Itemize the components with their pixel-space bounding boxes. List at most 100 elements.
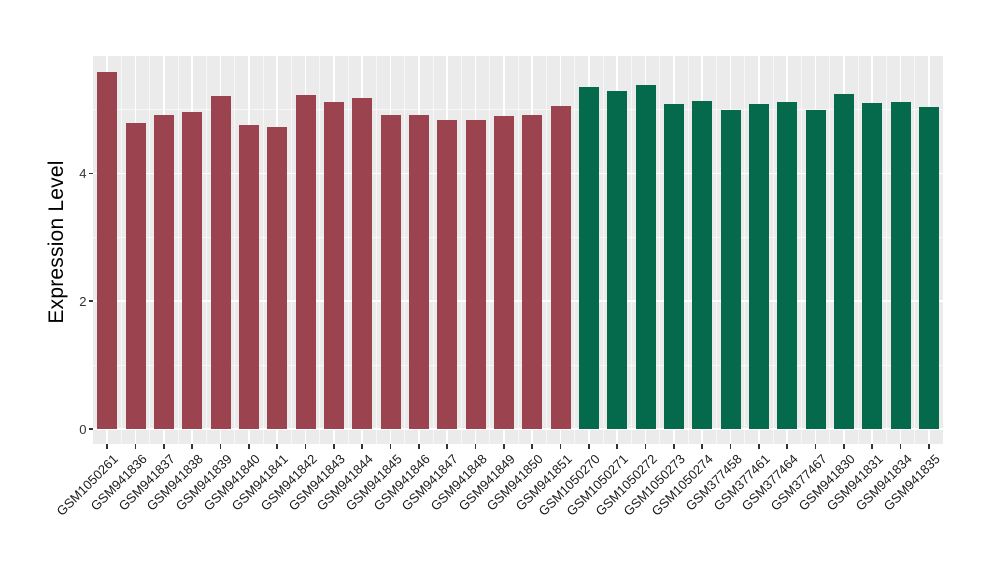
gridline-minor-v: [177, 56, 179, 444]
bar-GSM941834: [890, 102, 911, 429]
gridline-minor-v: [829, 56, 831, 444]
gridline-minor-v: [489, 56, 491, 444]
gridline-minor-v: [432, 56, 434, 444]
bar-GSM941846: [408, 114, 429, 429]
x-tick-mark: [729, 444, 732, 449]
gridline-minor-v: [630, 56, 632, 444]
x-tick-mark: [503, 444, 505, 449]
x-tick-mark: [134, 444, 137, 449]
gridline-minor-v: [319, 56, 321, 444]
gridline-minor-v: [659, 56, 661, 444]
gridline-minor-v: [460, 56, 462, 444]
bar-GSM1050261: [97, 72, 118, 429]
x-tick-mark: [673, 444, 675, 449]
x-tick-mark: [248, 444, 250, 449]
bar-GSM941842: [295, 95, 316, 429]
x-tick-mark: [588, 444, 590, 449]
gridline-major-h: [93, 428, 943, 430]
x-tick-mark: [758, 444, 760, 449]
plot-panel: [93, 56, 943, 444]
bar-GSM941840: [238, 125, 259, 429]
gridline-minor-v: [602, 56, 604, 444]
gridline-minor-v: [914, 56, 916, 444]
gridline-minor-v: [120, 56, 122, 444]
x-tick-mark: [333, 444, 335, 449]
gridline-minor-v: [262, 56, 264, 444]
gridline-minor-v: [404, 56, 406, 444]
x-tick-mark: [418, 444, 420, 449]
bar-GSM941831: [862, 103, 883, 429]
gridline-minor-v: [205, 56, 207, 444]
bar-GSM941845: [380, 114, 401, 429]
y-tick-label: 2: [79, 293, 87, 309]
bar-GSM1050271: [607, 90, 628, 429]
bar-GSM941830: [833, 93, 854, 429]
bar-GSM377458: [720, 109, 741, 429]
bar-GSM377467: [805, 109, 826, 429]
bar-GSM941850: [522, 114, 543, 429]
gridline-minor-v: [800, 56, 802, 444]
gridline-minor-v: [347, 56, 349, 444]
x-tick-mark: [531, 444, 533, 449]
x-tick-mark: [276, 444, 278, 449]
bar-GSM941837: [153, 115, 174, 429]
x-tick-mark: [871, 444, 873, 449]
bar-GSM377464: [777, 102, 798, 429]
bar-GSM1050274: [692, 100, 713, 429]
y-tick-label: 4: [79, 165, 87, 181]
x-tick-mark: [786, 444, 788, 449]
y-tick-mark: [88, 172, 93, 175]
x-tick-mark: [361, 444, 363, 449]
x-tick-mark: [304, 444, 307, 449]
y-tick-mark: [88, 300, 93, 302]
gridline-minor-v: [545, 56, 547, 444]
bar-GSM377461: [748, 104, 769, 429]
x-tick-mark: [163, 444, 165, 449]
x-tick-mark: [899, 444, 902, 449]
x-tick-mark: [446, 444, 448, 449]
bar-GSM941847: [437, 119, 458, 429]
gridline-minor-v: [375, 56, 377, 444]
x-tick-mark: [389, 444, 392, 449]
bar-GSM1050272: [635, 84, 656, 429]
gridline-minor-v: [744, 56, 746, 444]
x-tick-mark: [191, 444, 193, 449]
x-tick-mark: [616, 444, 618, 449]
gridline-minor-v: [234, 56, 236, 444]
gridline-major-h: [93, 300, 943, 303]
gridline-minor-v: [290, 56, 292, 444]
bar-GSM941841: [267, 126, 288, 429]
gridline-minor-v: [687, 56, 689, 444]
x-tick-mark: [559, 444, 562, 449]
x-tick-mark: [644, 444, 647, 449]
gridline-minor-v: [715, 56, 717, 444]
gridline-minor-v: [857, 56, 859, 444]
gridline-minor-v: [149, 56, 151, 444]
bar-GSM1050273: [663, 103, 684, 429]
bar-GSM941844: [352, 97, 373, 429]
bar-GSM941838: [182, 112, 203, 429]
bar-GSM941843: [323, 101, 344, 429]
x-tick-mark: [701, 444, 703, 449]
gridline-minor-v: [772, 56, 774, 444]
x-tick-mark: [928, 444, 930, 449]
y-tick-mark: [88, 428, 93, 430]
bar-GSM941839: [210, 96, 231, 429]
x-tick-mark: [474, 444, 477, 449]
y-tick-label: 0: [79, 421, 87, 437]
bar-GSM941851: [550, 106, 571, 429]
gridline-minor-v: [574, 56, 576, 444]
bar-GSM1050270: [578, 87, 599, 429]
x-tick-mark: [814, 444, 817, 449]
x-tick-mark: [219, 444, 222, 449]
x-tick-mark: [843, 444, 845, 449]
bar-GSM941848: [465, 119, 486, 429]
bar-GSM941836: [125, 122, 146, 429]
bar-GSM941835: [918, 106, 939, 429]
x-tick-mark: [106, 444, 108, 449]
gridline-major-h: [93, 172, 943, 175]
gridline-minor-v: [517, 56, 519, 444]
gridline-minor-v: [885, 56, 887, 444]
bar-GSM941849: [493, 115, 514, 429]
